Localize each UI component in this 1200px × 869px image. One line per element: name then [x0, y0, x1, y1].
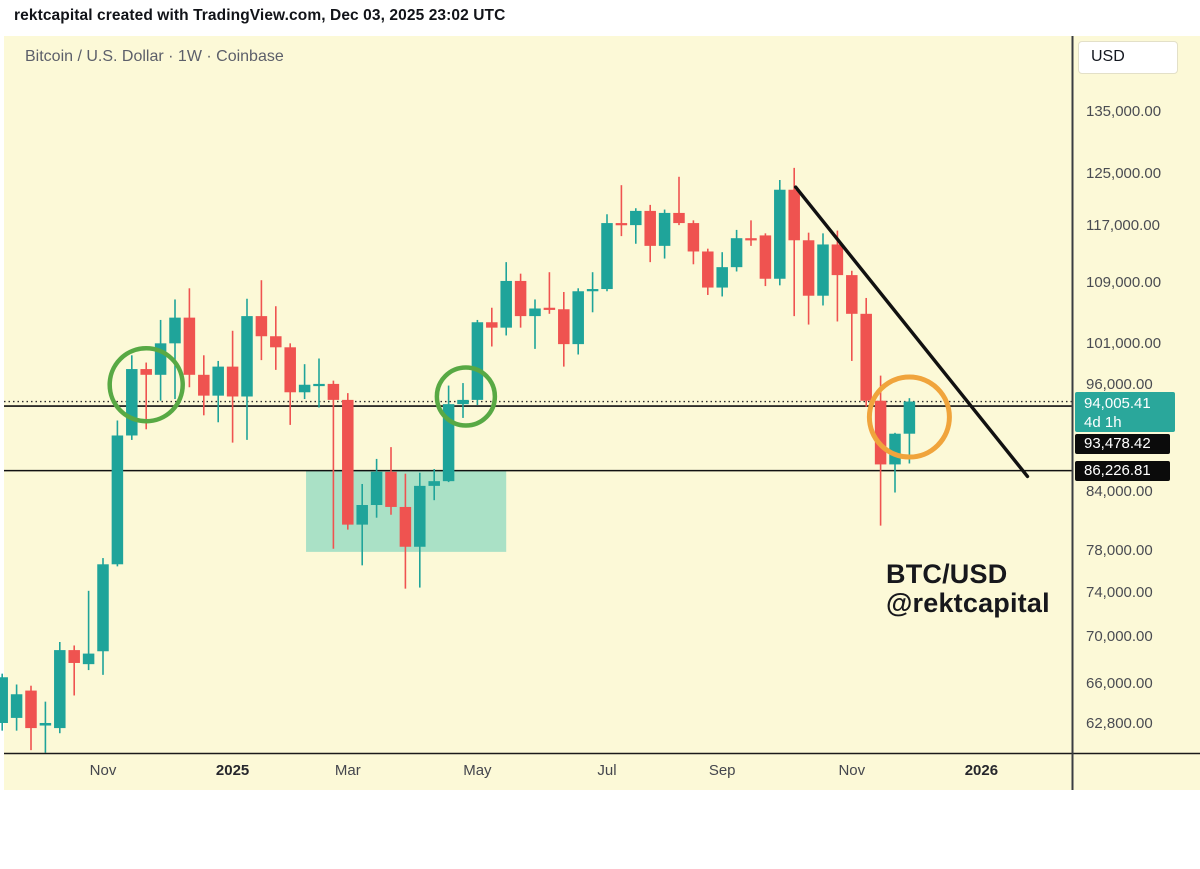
price-axis-label: 96,000.00 [1086, 375, 1153, 393]
price-axis-label: 66,000.00 [1086, 675, 1153, 693]
chart-watermark: BTC/USD @rektcapital [886, 560, 1050, 618]
current-price-badge: 94,005.41 4d 1h [1075, 392, 1175, 433]
current-price-value: 94,005.41 [1084, 395, 1151, 413]
price-axis-label: 135,000.00 [1086, 103, 1162, 120]
price-axis-label: 62,800.00 [1086, 715, 1153, 733]
chart-background[interactable] [4, 36, 1200, 790]
price-axis-label: 117,000.00 [1086, 217, 1160, 235]
time-axis-label: May [463, 762, 492, 779]
time-axis-label: 2025 [215, 762, 250, 779]
price-axis-label: 84,000.00 [1086, 482, 1153, 500]
time-axis-label: Mar [334, 762, 361, 779]
watermark-symbol: BTC/USD [886, 559, 1008, 589]
time-axis-label: Jul [597, 762, 617, 779]
currency-label: USD [1091, 48, 1125, 65]
price-axis-label: 125,000.00 [1086, 164, 1162, 182]
price-axis-label: 101,000.00 [1086, 335, 1162, 353]
symbol-title: Bitcoin / U.S. Dollar · 1W · Coinbase [25, 48, 284, 65]
attribution-bar: rektcapital created with TradingView.com… [0, 0, 1200, 36]
time-axis-label: 2026 [964, 762, 999, 779]
level-price-badge-2: 86,226.81 [1075, 460, 1170, 481]
price-axis-label: 78,000.00 [1086, 541, 1153, 559]
time-axis-label: Sep [708, 762, 736, 779]
time-axis-label: Nov [89, 762, 117, 779]
watermark-handle: @rektcapital [886, 588, 1050, 618]
price-axis-label: 70,000.00 [1086, 628, 1153, 646]
price-axis-label: 74,000.00 [1086, 583, 1153, 601]
currency-toggle-button[interactable]: USD [1078, 41, 1178, 74]
price-axis-label: 109,000.00 [1086, 274, 1162, 292]
attribution-text: rektcapital created with TradingView.com… [14, 7, 506, 24]
footer-bar: TradingView [0, 790, 1200, 869]
time-axis-label: Nov [838, 762, 866, 779]
level-price-badge-1: 93,478.42 [1075, 434, 1170, 455]
bar-countdown: 4d 1h [1084, 414, 1122, 432]
